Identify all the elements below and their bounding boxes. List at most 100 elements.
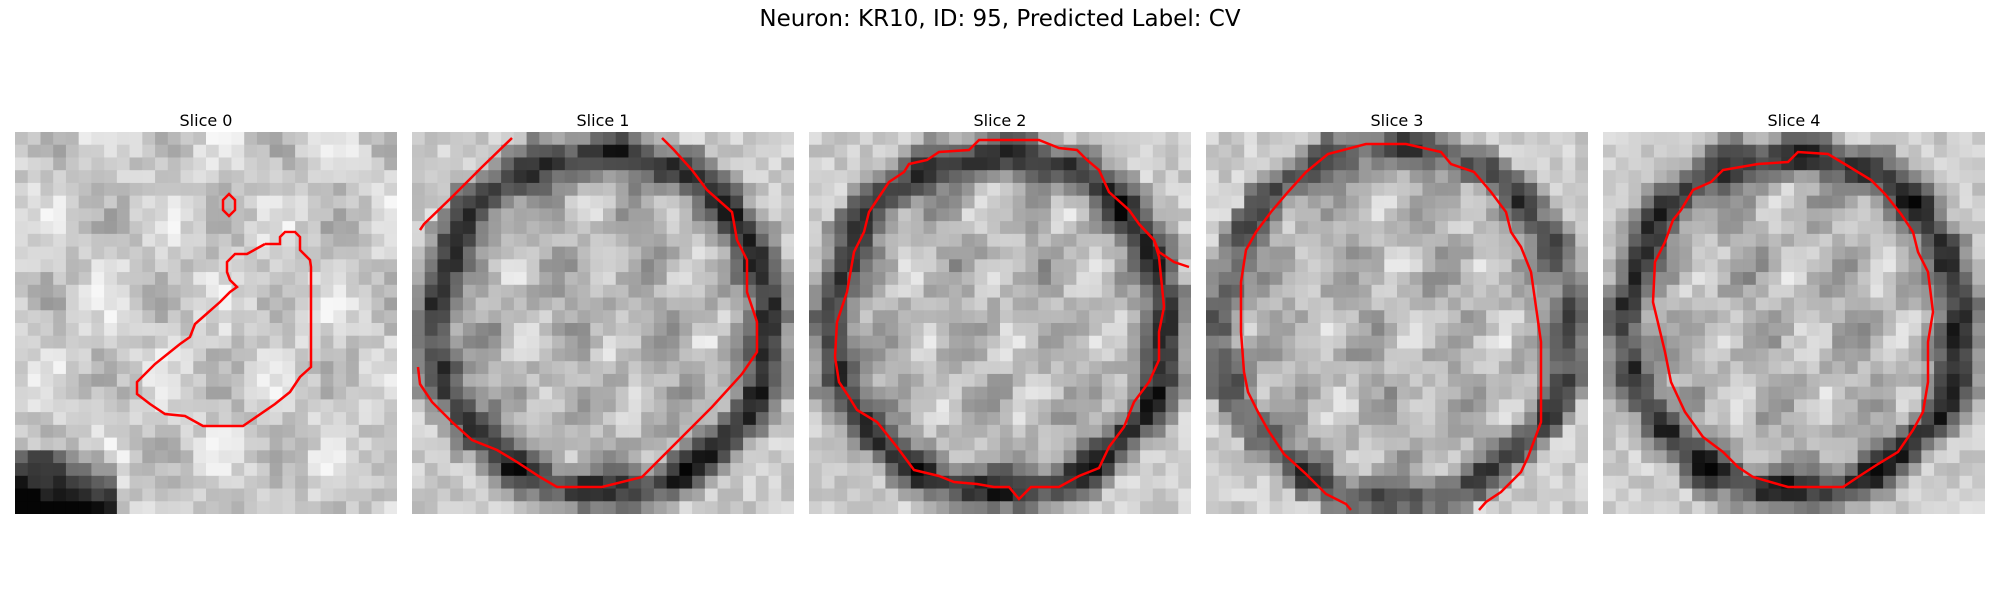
pixel [1537,463,1551,477]
pixel [755,170,770,184]
pixel [1025,463,1039,477]
pixel [333,463,347,477]
pixel [1397,182,1411,197]
pixel [1653,424,1668,439]
pixel [1641,450,1655,464]
pixel [1972,157,1985,171]
pixel [1089,208,1103,222]
pixel [1422,361,1436,375]
pixel [256,259,271,273]
pixel [628,297,642,311]
pixel [910,259,925,273]
pixel [768,246,782,260]
pixel [1000,399,1014,413]
pixel [1615,132,1630,146]
pixel [910,297,925,311]
pixel [1844,501,1859,514]
pixel [40,348,54,362]
pixel [809,323,823,337]
pixel [1076,132,1090,146]
pixel [27,195,42,209]
pixel [666,488,680,502]
pixel [821,475,836,490]
pixel [679,233,693,248]
pixel [872,475,886,490]
pixel [1076,182,1090,197]
pixel [65,386,80,400]
pixel [91,310,105,324]
pixel [1628,284,1642,299]
pixel [603,132,617,146]
pixel [987,233,1001,248]
pixel [65,297,80,311]
pixel [821,246,836,260]
pixel [577,297,591,311]
pixel [320,488,334,502]
pixel [1857,208,1871,222]
pixel [1486,424,1500,439]
pixel [974,463,988,477]
pixel [116,272,131,286]
pixel [437,246,451,260]
pixel [923,323,937,337]
pixel [526,272,540,286]
pixel [1883,475,1897,490]
pixel [450,463,464,477]
pixel [1346,272,1360,286]
pixel [1641,259,1655,273]
pixel [40,488,54,502]
pixel [1384,373,1398,388]
pixel [1704,501,1719,514]
pixel [1244,424,1258,439]
pixel [821,361,836,375]
pixel [974,182,988,197]
pixel [1333,373,1347,388]
pixel [91,437,105,451]
pixel [155,221,169,235]
pixel [872,297,886,311]
pixel [412,450,426,464]
pixel [1473,259,1487,273]
pixel [1883,361,1897,375]
pixel [1832,157,1846,171]
pixel [295,272,309,286]
pixel [104,259,118,273]
pixel [155,208,169,222]
pixel [1730,412,1744,426]
pixel [603,272,617,286]
pixel [1012,182,1027,197]
pixel [679,399,693,413]
pixel [104,284,118,299]
pixel [180,132,194,146]
pixel [475,246,489,260]
pixel [1165,297,1179,311]
pixel [1679,424,1693,439]
pixel [358,272,373,286]
pixel [1704,297,1719,311]
pixel [1447,412,1462,426]
pixel [475,399,489,413]
pixel [180,144,194,159]
pixel [1498,386,1513,400]
pixel [1435,412,1449,426]
pixel [564,437,579,451]
pixel [1972,437,1985,451]
pixel [346,132,360,146]
pixel [910,450,925,464]
pixel [1768,412,1782,426]
pixel [384,463,397,477]
pixel [1473,246,1487,260]
pixel [155,373,169,388]
pixel [104,170,118,184]
pixel [1794,182,1808,197]
pixel [1575,310,1588,324]
pixel [1231,323,1245,337]
pixel [1244,208,1258,222]
pixel [475,335,489,350]
pixel [1050,297,1065,311]
pixel [15,501,29,514]
pixel [577,284,591,299]
pixel [1244,450,1258,464]
pixel [142,323,156,337]
pixel [513,144,528,159]
